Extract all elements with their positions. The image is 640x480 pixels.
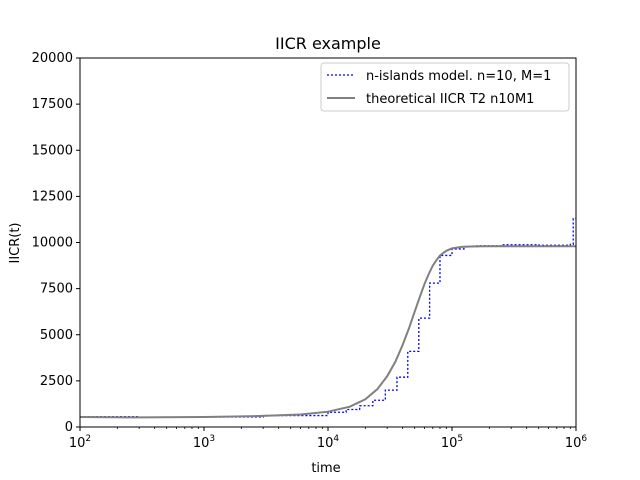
y-tick-label: 7500 [40, 282, 73, 297]
y-tick-label: 15000 [32, 143, 73, 158]
x-axis: 102 103 104 105 106 [69, 427, 588, 451]
x-tick-base: 10 [193, 436, 210, 451]
legend-label-theoretical: theoretical IICR T2 n10M1 [366, 92, 534, 107]
y-tick-label: 5000 [40, 328, 73, 343]
legend-label-n-islands: n-islands model. n=10, M=1 [366, 69, 551, 84]
y-axis-label: IICR(t) [8, 222, 23, 263]
x-axis-label: time [311, 461, 340, 476]
x-tick-exponent: 5 [457, 434, 463, 444]
x-tick-label: 104 [317, 434, 340, 451]
x-tick-exponent: 6 [581, 434, 587, 444]
x-tick-base: 10 [565, 436, 582, 451]
y-tick-label: 20000 [32, 51, 73, 66]
x-tick-base: 10 [441, 436, 458, 451]
y-axis: 0 2500 5000 7500 10000 12500 15000 17500 20000 [32, 51, 80, 435]
x-tick-label: 106 [565, 434, 588, 451]
plot-area [80, 58, 576, 427]
y-tick-label: 12500 [32, 189, 73, 204]
series-line-theoretical [79, 245, 576, 419]
legend-box [320, 62, 570, 112]
legend: n-islands model. n=10, M=1 theoretical I… [320, 62, 570, 112]
y-tick-label: 0 [65, 420, 73, 435]
x-tick-base: 10 [69, 436, 86, 451]
chart-title: IICR example [275, 34, 381, 53]
x-tick-label: 105 [441, 434, 463, 451]
y-tick-label: 2500 [40, 374, 73, 389]
series-line-n-islands [80, 217, 576, 419]
x-tick-label: 102 [69, 434, 91, 451]
x-tick-base: 10 [317, 436, 334, 451]
x-tick-label: 103 [193, 434, 215, 451]
x-tick-exponent: 4 [333, 434, 339, 444]
y-tick-label: 17500 [32, 97, 73, 112]
x-tick-exponent: 2 [85, 434, 91, 444]
y-tick-label: 10000 [32, 236, 73, 251]
x-tick-exponent: 3 [209, 434, 215, 444]
series-layer [79, 217, 576, 419]
